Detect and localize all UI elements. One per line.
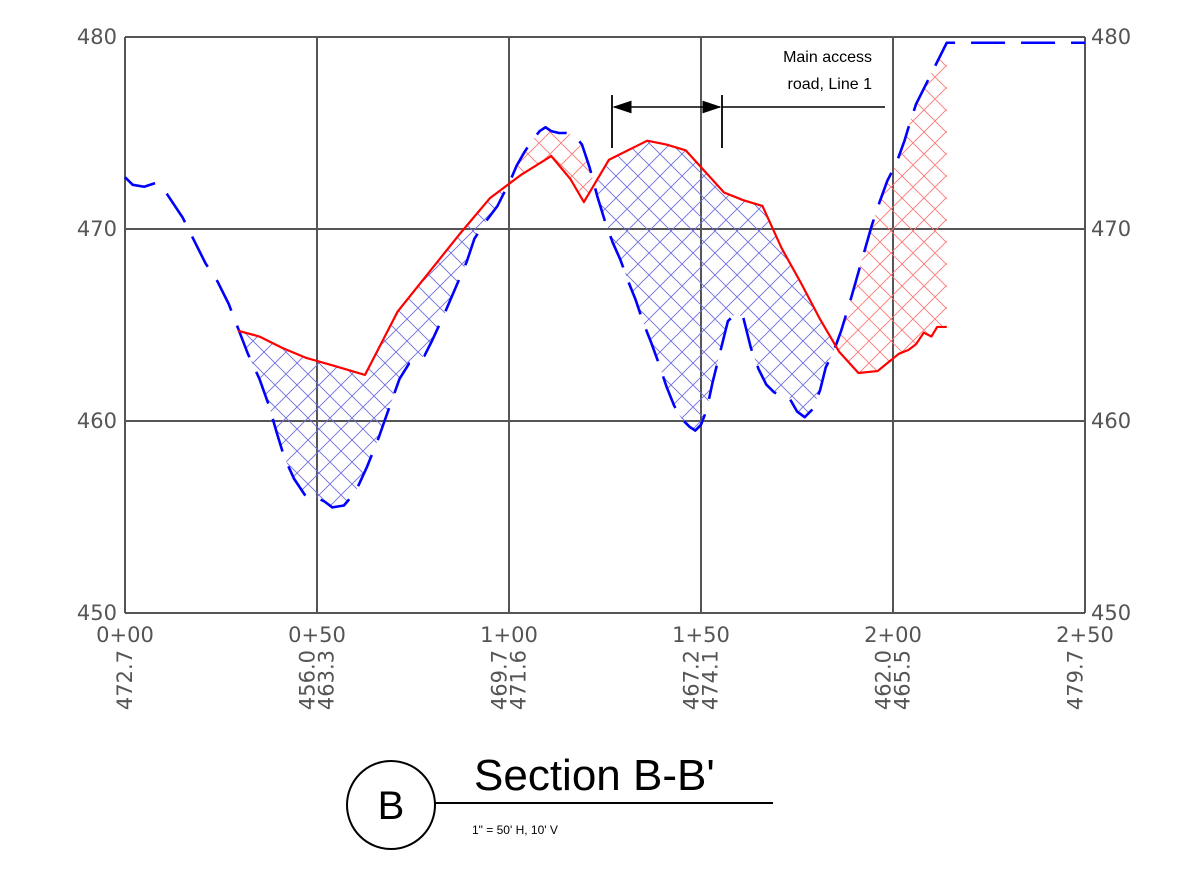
- proposed-grade-line: [237, 139, 947, 377]
- cut-region: [509, 127, 596, 203]
- station-elevation-label: 472.7: [113, 650, 137, 710]
- y-tick-label-right: 470: [1091, 217, 1131, 241]
- station-elevation-label: 465.5: [891, 650, 915, 710]
- fill-region: [240, 182, 509, 508]
- y-tick-label-left: 480: [77, 25, 117, 49]
- station-elevation-label: 462.0: [871, 650, 895, 710]
- station-elevation-label: 456.0: [295, 650, 319, 710]
- station-elevation-label: 471.6: [507, 650, 531, 710]
- x-tick-label: 0+00: [96, 623, 154, 647]
- existing-ground-line: [124, 41, 1085, 509]
- station-elevation-label: 467.2: [679, 650, 703, 710]
- x-tick-label: 0+50: [288, 623, 346, 647]
- y-tick-label-left: 450: [77, 601, 117, 625]
- x-tick-label: 1+00: [480, 623, 538, 647]
- station-elevation-label: 469.7: [487, 650, 511, 710]
- section-title-block: B Section B-B' 1" = 50' H, 10' V: [346, 751, 773, 850]
- y-tick-label-right: 460: [1091, 409, 1131, 433]
- cut-fill-hatching: [238, 42, 947, 508]
- section-title: Section B-B': [474, 751, 715, 800]
- y-tick-label-right: 480: [1091, 25, 1131, 49]
- section-bubble: [346, 760, 436, 850]
- scale-note: 1" = 50' H, 10' V: [472, 823, 558, 837]
- callout-line-2: road, Line 1: [787, 76, 872, 93]
- y-tick-label-left: 460: [77, 409, 117, 433]
- callout-line-1: Main access: [783, 49, 872, 66]
- cut-region: [837, 42, 947, 373]
- road-callout: Main access road, Line 1: [611, 49, 885, 148]
- x-tick-label: 2+00: [864, 623, 922, 647]
- y-tick-label-left: 470: [77, 217, 117, 241]
- fill-region: [595, 140, 838, 431]
- x-tick-label: 2+50: [1056, 623, 1114, 647]
- station-elevation-label: 479.7: [1063, 650, 1087, 710]
- y-tick-label-right: 450: [1091, 601, 1131, 625]
- station-elevation-label: 463.3: [315, 650, 339, 710]
- profile-lines: [124, 41, 1085, 509]
- station-elevation-label: 474.1: [699, 650, 723, 710]
- section-letter: B: [378, 784, 405, 828]
- x-tick-label: 1+50: [672, 623, 730, 647]
